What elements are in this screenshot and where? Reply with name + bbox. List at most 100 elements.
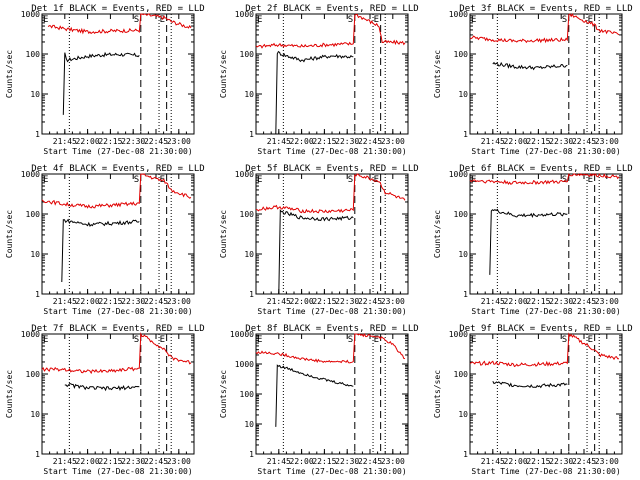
- panel-det-3f: Det 3f BLACK = Events, RED = LLD 1 10 100 10…: [433, 4, 633, 156]
- x-tick-label: 21:45: [481, 457, 505, 466]
- x-tick-label: 22:00: [76, 457, 100, 466]
- x-tick-label: 23:00: [595, 297, 619, 306]
- y-tick-label: 100: [26, 50, 41, 59]
- y-tick-label: 1000: [235, 170, 254, 179]
- y-tick-label: 10: [458, 90, 468, 99]
- events-series-line: [278, 209, 354, 295]
- x-axis-label: Start Time (27-Dec-08 21:30:00): [471, 147, 620, 156]
- marker-flag: S: [134, 335, 139, 345]
- events-series-line: [492, 381, 568, 389]
- panel-det-2f: Det 2f BLACK = Events, RED = LLD 1 10 100 10…: [219, 4, 419, 156]
- y-tick-label: 10: [458, 410, 468, 419]
- y-tick-label: 1: [463, 130, 468, 139]
- events-series-line: [64, 383, 140, 392]
- y-tick-label: 1000: [21, 330, 40, 339]
- x-tick-label: 22:15: [98, 297, 122, 306]
- x-tick-label: 22:45: [572, 297, 596, 306]
- marker-flag: E: [374, 335, 379, 345]
- y-tick-label: 1000: [449, 330, 468, 339]
- marker-flag: E: [588, 335, 593, 345]
- marker-flag: S: [348, 175, 353, 185]
- y-tick-label: 1: [463, 450, 468, 459]
- marker-flag: E: [374, 15, 379, 25]
- x-tick-label: 22:00: [290, 137, 314, 146]
- x-tick-label: 22:45: [572, 457, 596, 466]
- y-tick-label: 100: [454, 50, 469, 59]
- x-axis-label: Start Time (27-Dec-08 21:30:00): [43, 467, 192, 476]
- y-tick-label: 10: [30, 90, 40, 99]
- y-tick-label: 100: [26, 370, 41, 379]
- x-tick-label: 22:00: [76, 137, 100, 146]
- events-series-line: [275, 50, 354, 135]
- x-tick-label: 22:30: [121, 297, 145, 306]
- panel-det-9f: Det 9f BLACK = Events, RED = LLD 1 10 100 10…: [433, 324, 633, 476]
- x-tick-label: 22:00: [504, 137, 528, 146]
- panel-title: Det 2f BLACK = Events, RED = LLD: [245, 4, 418, 14]
- x-tick-label: 22:45: [144, 297, 168, 306]
- events-series-line: [489, 208, 568, 275]
- marker-flag: E: [257, 15, 262, 25]
- x-axis-label: Start Time (27-Dec-08 21:30:00): [43, 307, 192, 316]
- y-tick-label: 1: [249, 290, 254, 299]
- marker-flag: S: [348, 335, 353, 345]
- x-tick-label: 21:45: [53, 137, 77, 146]
- marker-flag: E: [257, 175, 262, 185]
- events-series-line: [62, 51, 140, 115]
- panel-title: Det 3f BLACK = Events, RED = LLD: [459, 4, 632, 14]
- x-axis-label: Start Time (27-Dec-08 21:30:00): [257, 307, 406, 316]
- x-tick-label: 22:30: [335, 297, 359, 306]
- panel-title: Det 9f BLACK = Events, RED = LLD: [459, 324, 632, 334]
- lld-series-line: [255, 173, 406, 214]
- y-tick-label: 1: [35, 450, 40, 459]
- y-tick-label: 10: [30, 250, 40, 259]
- x-tick-label: 22:15: [98, 137, 122, 146]
- x-tick-label: 22:15: [526, 137, 550, 146]
- marker-flag: E: [43, 175, 48, 185]
- y-tick-label: 100: [26, 210, 41, 219]
- marker-flag: E: [588, 175, 593, 185]
- marker-flag: S: [134, 15, 139, 25]
- marker-flag: E: [160, 15, 165, 25]
- y-tick-label: 1: [463, 290, 468, 299]
- marker-flag: S: [562, 175, 567, 185]
- x-tick-label: 21:45: [53, 297, 77, 306]
- x-tick-label: 21:45: [267, 297, 291, 306]
- marker-flag: E: [43, 335, 48, 345]
- x-tick-label: 22:45: [358, 297, 382, 306]
- x-tick-label: 21:45: [481, 297, 505, 306]
- x-tick-label: 22:15: [526, 297, 550, 306]
- panel-title: Det 4f BLACK = Events, RED = LLD: [31, 164, 204, 174]
- x-tick-label: 22:00: [290, 457, 314, 466]
- lld-series-line: [255, 333, 406, 364]
- y-axis-label: Counts/sec: [5, 50, 14, 98]
- x-tick-label: 23:00: [381, 137, 405, 146]
- lld-series-line: [255, 13, 406, 49]
- y-axis-label: Counts/sec: [219, 210, 228, 258]
- y-axis-label: Counts/sec: [433, 50, 442, 98]
- lld-series-line: [47, 13, 192, 35]
- events-series-line: [492, 61, 568, 71]
- x-tick-label: 22:15: [312, 457, 336, 466]
- x-tick-label: 22:30: [121, 137, 145, 146]
- x-tick-label: 22:30: [549, 297, 573, 306]
- y-tick-label: 1000: [449, 10, 468, 19]
- y-tick-label: 1000: [21, 170, 40, 179]
- x-tick-label: 21:45: [267, 137, 291, 146]
- x-axis-label: Start Time (27-Dec-08 21:30:00): [43, 147, 192, 156]
- x-tick-label: 22:00: [76, 297, 100, 306]
- x-axis-label: Start Time (27-Dec-08 21:30:00): [257, 467, 406, 476]
- marker-flag: E: [43, 15, 48, 25]
- y-tick-label: 100: [240, 390, 255, 399]
- panel-title: Det 7f BLACK = Events, RED = LLD: [31, 324, 204, 334]
- y-tick-label: 1: [35, 290, 40, 299]
- events-series-line: [61, 218, 140, 283]
- x-tick-label: 22:45: [572, 137, 596, 146]
- panel-title: Det 1f BLACK = Events, RED = LLD: [31, 4, 204, 14]
- x-tick-label: 22:00: [290, 297, 314, 306]
- x-tick-label: 22:45: [144, 457, 168, 466]
- y-tick-label: 1: [249, 450, 254, 459]
- y-axis-label: Counts/sec: [433, 370, 442, 418]
- y-tick-label: 10: [458, 250, 468, 259]
- x-tick-label: 22:30: [121, 457, 145, 466]
- marker-flag: E: [471, 15, 476, 25]
